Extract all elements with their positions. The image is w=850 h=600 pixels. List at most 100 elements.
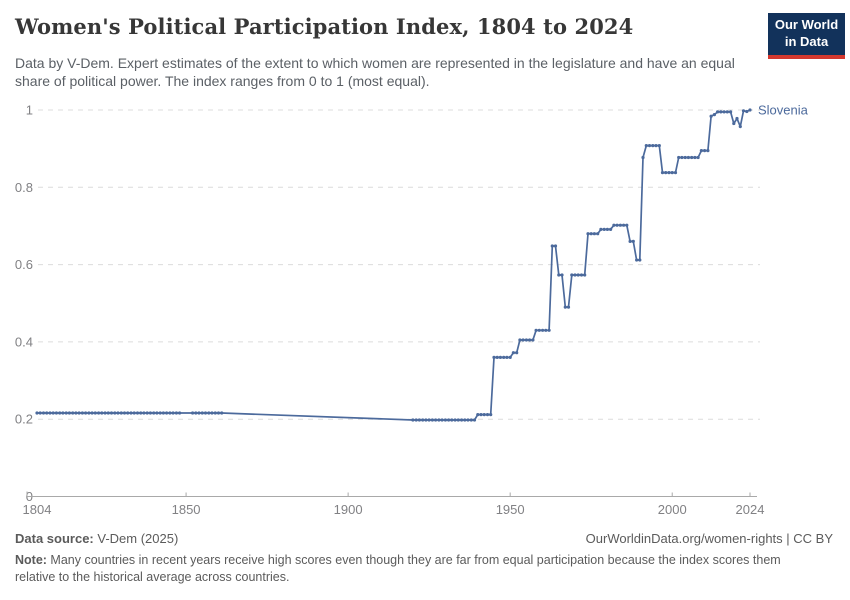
data-point: [434, 418, 438, 422]
data-point: [541, 328, 545, 332]
data-point: [576, 273, 580, 277]
y-axis-tick-label: 0.8: [15, 180, 33, 195]
data-point: [87, 411, 91, 415]
data-point: [80, 411, 84, 415]
data-point: [97, 411, 101, 415]
data-point: [482, 413, 486, 417]
data-point: [450, 418, 454, 422]
data-point: [41, 411, 46, 415]
data-point: [696, 155, 700, 160]
data-point: [411, 418, 415, 422]
data-point: [560, 273, 564, 277]
data-point: [495, 355, 499, 359]
data-point: [505, 355, 509, 359]
data-point: [511, 351, 515, 355]
data-point: [116, 411, 120, 415]
data-point: [38, 411, 42, 415]
data-point: [103, 411, 107, 415]
data-point: [84, 411, 88, 415]
data-point: [126, 411, 130, 415]
data-point: [615, 223, 619, 227]
data-point: [618, 223, 623, 227]
data-point: [424, 418, 428, 422]
data-point: [686, 155, 691, 160]
data-point: [599, 227, 603, 231]
data-point: [732, 121, 736, 126]
data-point: [660, 171, 665, 175]
page-title: Women's Political Participation Index, 1…: [15, 14, 634, 39]
data-point: [498, 355, 502, 359]
data-point: [667, 171, 671, 175]
data-point: [90, 411, 94, 415]
owid-logo[interactable]: Our World in Data: [768, 13, 845, 59]
data-point: [589, 232, 593, 236]
data-point: [440, 418, 444, 422]
data-point: [631, 239, 635, 243]
data-point: [518, 338, 522, 342]
data-point: [35, 411, 39, 415]
data-point: [664, 171, 668, 175]
data-point: [174, 411, 178, 415]
data-point: [719, 110, 723, 114]
data-point: [745, 109, 749, 114]
data-point: [135, 411, 140, 415]
data-point: [592, 232, 597, 236]
data-point: [712, 113, 717, 117]
data-point: [699, 149, 704, 153]
data-point: [735, 116, 739, 121]
data-point: [716, 110, 720, 114]
data-point: [492, 355, 496, 359]
data-point: [476, 413, 480, 417]
x-axis-tick-label: 1950: [496, 502, 525, 517]
data-point: [145, 411, 149, 415]
data-point: [677, 155, 681, 160]
data-point: [77, 411, 81, 415]
data-point: [515, 351, 519, 355]
data-point: [579, 273, 584, 277]
data-point: [106, 411, 110, 415]
series-label-slovenia[interactable]: Slovenia: [758, 103, 809, 118]
data-point: [453, 418, 457, 422]
owid-link[interactable]: OurWorldinData.org/women-rights | CC BY: [585, 531, 833, 546]
data-point: [200, 411, 204, 415]
data-point: [748, 108, 752, 112]
data-point: [51, 411, 55, 415]
data-point: [122, 411, 127, 415]
data-point: [165, 411, 169, 415]
data-point: [722, 110, 726, 114]
data-point: [725, 110, 729, 114]
data-point: [194, 411, 198, 415]
data-point: [703, 149, 707, 153]
data-point: [74, 411, 78, 415]
data-point: [605, 227, 610, 231]
data-point: [612, 223, 616, 227]
data-point: [534, 328, 538, 332]
data-point: [570, 273, 574, 277]
data-point: [563, 305, 567, 309]
data-point: [641, 155, 645, 160]
data-point: [654, 144, 658, 148]
footnote-text: Many countries in recent years receive h…: [15, 553, 781, 584]
owid-logo-line1: Our World: [774, 17, 839, 32]
data-point: [48, 411, 52, 415]
data-point: [148, 411, 152, 415]
data-point: [602, 227, 606, 231]
data-point: [417, 418, 421, 422]
data-point: [155, 411, 159, 415]
data-point: [550, 244, 554, 248]
data-point: [673, 171, 678, 175]
data-point: [651, 144, 655, 148]
data-point: [119, 411, 123, 415]
owid-logo-line2: in Data: [784, 33, 829, 49]
data-point: [460, 418, 464, 422]
data-point: [171, 411, 175, 415]
data-point: [485, 413, 490, 417]
data-point: [729, 110, 733, 114]
data-point: [132, 411, 136, 415]
data-point: [508, 355, 512, 359]
data-point: [738, 125, 742, 129]
data-point: [670, 171, 674, 175]
data-point: [430, 418, 434, 422]
data-point: [466, 418, 470, 422]
